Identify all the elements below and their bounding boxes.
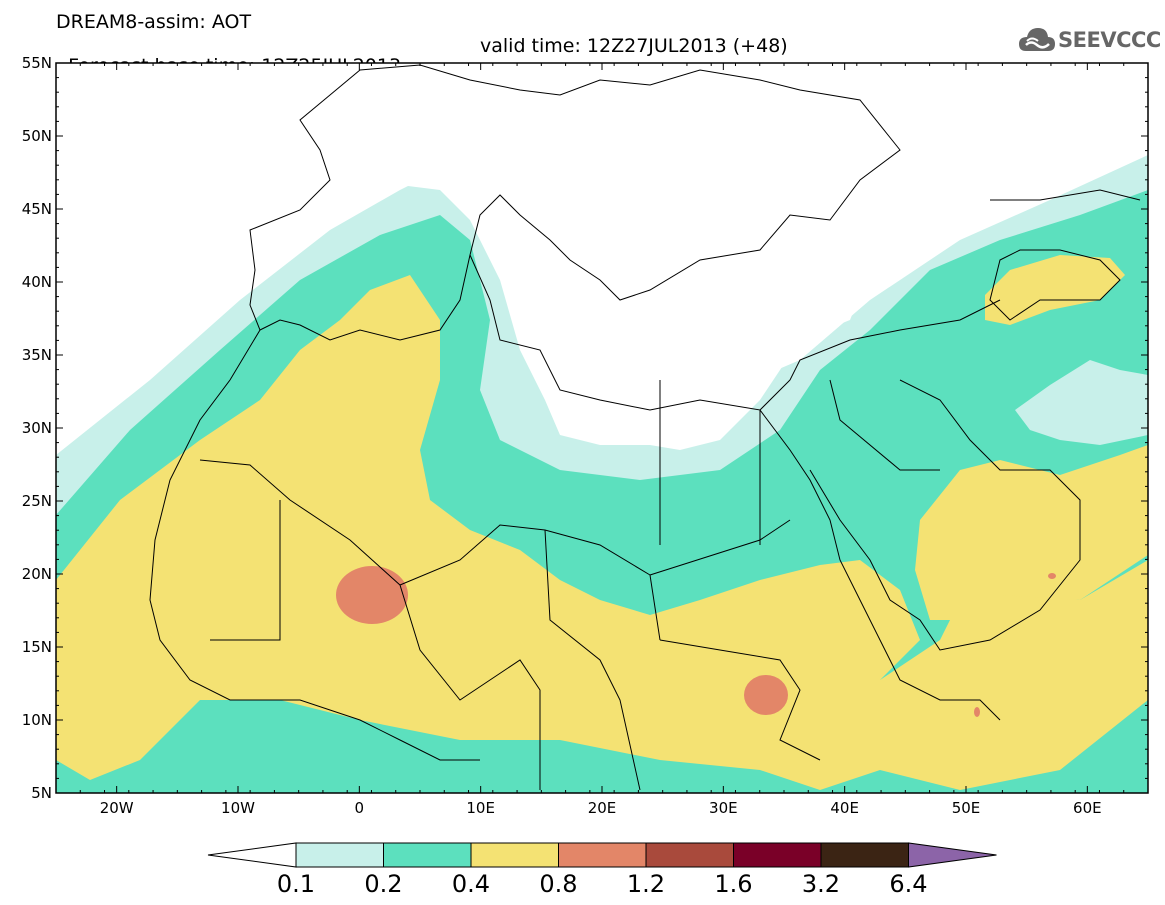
colorbar-label: 0.1 [277, 870, 315, 898]
lon-label: 20E [588, 799, 617, 817]
aot-region-0.8-sudan [744, 675, 788, 715]
lon-label: 20W [100, 799, 134, 817]
colorbar-label: 0.2 [364, 870, 402, 898]
aot-region-0.8-oman [1048, 573, 1056, 579]
colorbar-arrow-high [908, 842, 997, 868]
colorbar-segment [645, 842, 734, 868]
map-title: DREAM8-assim: AOT [56, 11, 252, 33]
colorbar-label: 6.4 [889, 870, 927, 898]
colorbar-segment [295, 842, 384, 868]
logo-text: SEEVCCC [1058, 28, 1161, 52]
aot-region-0.8-somalia [974, 707, 980, 717]
lon-axis: 20W 10W 0 10E 20E 30E 40E 50E 60E [55, 63, 1149, 817]
lon-label: 10W [221, 799, 255, 817]
seevccc-logo: SEEVCCC [1018, 22, 1161, 58]
lat-label: 15N [22, 638, 52, 656]
lat-label: 55N [22, 54, 52, 72]
lat-label: 45N [22, 200, 52, 218]
lat-label: 40N [22, 273, 52, 291]
colorbar: 0.1 0.2 0.4 0.8 1.2 1.6 3.2 6.4 [207, 842, 997, 898]
lat-label: 30N [22, 419, 52, 437]
lon-label: 40E [830, 799, 859, 817]
aot-region-0.4-arabia [915, 445, 1148, 620]
cloud-icon [1019, 28, 1055, 51]
aot-region-0.1-iran [1015, 360, 1148, 445]
colorbar-label: 0.4 [452, 870, 490, 898]
lat-label: 50N [22, 127, 52, 145]
lon-label: 0 [355, 799, 365, 817]
colorbar-label: 3.2 [802, 870, 840, 898]
colorbar-segment [383, 842, 472, 868]
colorbar-segment [558, 842, 647, 868]
aot-region-0.4-caspian [985, 255, 1125, 325]
lon-label: 10E [466, 799, 495, 817]
colorbar-segment [470, 842, 559, 868]
colorbar-label: 1.2 [627, 870, 665, 898]
lat-label: 25N [22, 492, 52, 510]
lat-label: 35N [22, 346, 52, 364]
colorbar-segment [820, 842, 909, 868]
colorbar-label: 1.6 [714, 870, 752, 898]
aot-region-0.8-sahara [336, 566, 408, 624]
valid-time-text: valid time: 12Z27JUL2013 (+48) [480, 35, 788, 57]
aot-region-0.4 [56, 275, 1148, 790]
lon-label: 50E [952, 799, 981, 817]
colorbar-label: 0.8 [539, 870, 577, 898]
coastlines [149, 64, 1141, 791]
lat-axis: 55N 50N 45N 40N 35N 30N 25N 20N 15N 10N 5N [22, 54, 1148, 802]
lon-label: 30E [709, 799, 738, 817]
lat-label: 10N [22, 711, 52, 729]
lat-label: 5N [31, 784, 52, 802]
lon-label: 60E [1073, 799, 1102, 817]
lat-label: 20N [22, 565, 52, 583]
colorbar-segment [733, 842, 822, 868]
aot-clear-region [56, 63, 1148, 450]
aot-contours [56, 63, 1148, 793]
colorbar-arrow-low [207, 842, 297, 868]
